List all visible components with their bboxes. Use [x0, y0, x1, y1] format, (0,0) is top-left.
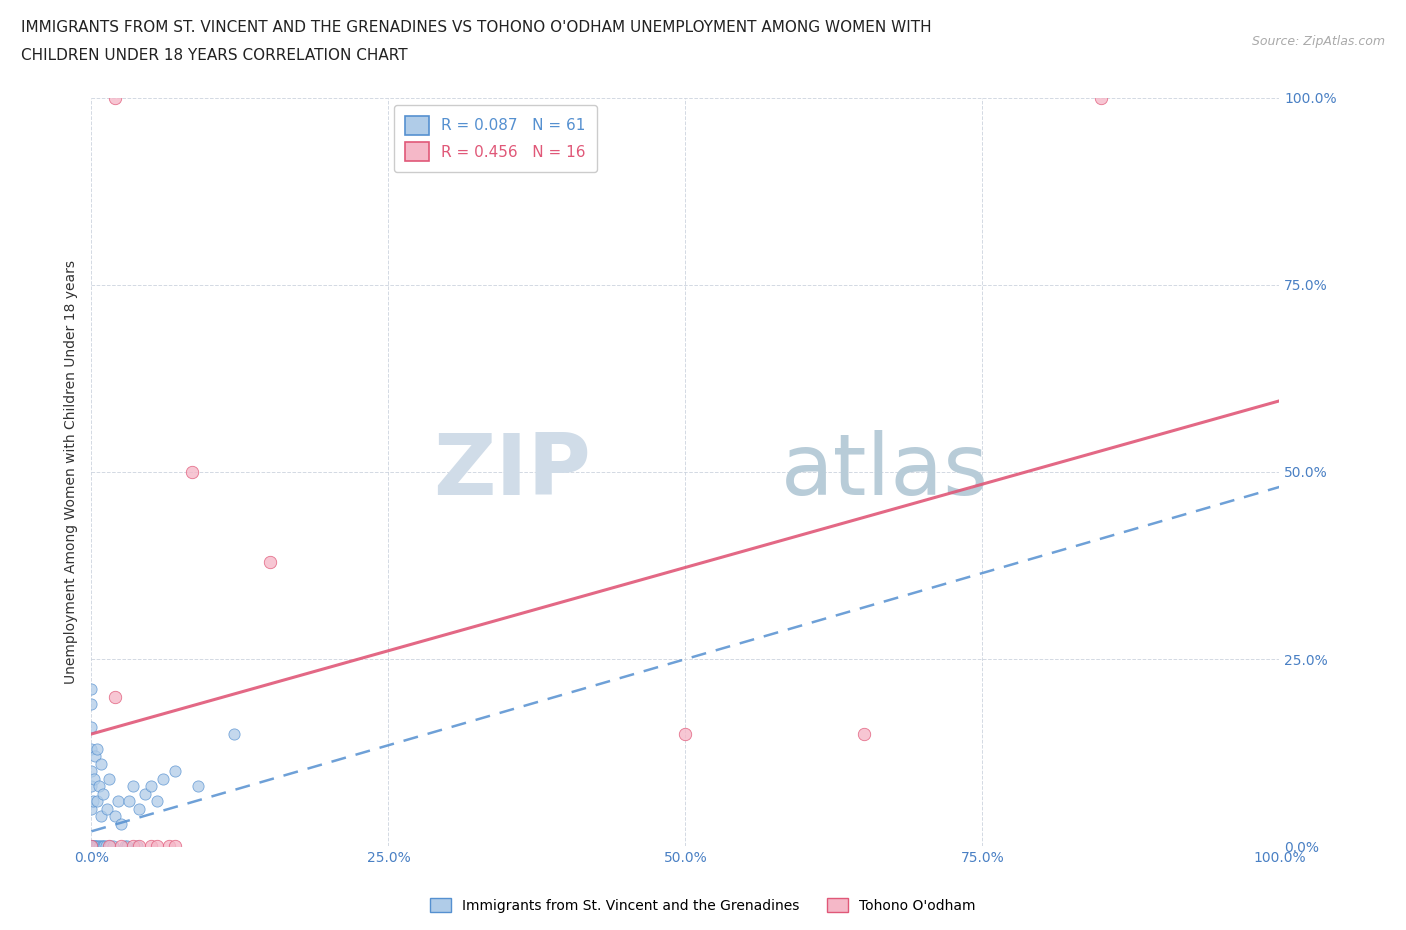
- Point: [118, 794, 141, 809]
- Point: [122, 779, 145, 794]
- Point: [98, 839, 121, 854]
- Point: [115, 839, 138, 854]
- Point: [222, 726, 245, 741]
- Point: [80, 839, 103, 854]
- Point: [163, 839, 186, 854]
- Point: [80, 764, 103, 779]
- Point: [80, 839, 103, 854]
- Point: [134, 787, 156, 802]
- Point: [187, 779, 209, 794]
- Point: [181, 465, 204, 480]
- Point: [86, 794, 108, 809]
- Point: [80, 839, 103, 854]
- Point: [80, 839, 103, 854]
- Point: [101, 839, 124, 854]
- Point: [125, 839, 148, 854]
- Point: [96, 802, 118, 817]
- Point: [157, 839, 180, 854]
- Y-axis label: Unemployment Among Women with Children Under 18 years: Unemployment Among Women with Children U…: [65, 260, 79, 684]
- Point: [91, 787, 114, 802]
- Point: [90, 809, 112, 824]
- Point: [94, 839, 117, 854]
- Point: [91, 839, 114, 854]
- Point: [104, 90, 127, 105]
- Point: [145, 839, 167, 854]
- Point: [80, 697, 103, 711]
- Legend: Immigrants from St. Vincent and the Grenadines, Tohono O'odham: Immigrants from St. Vincent and the Gren…: [425, 893, 981, 919]
- Point: [80, 839, 103, 854]
- Point: [114, 839, 136, 854]
- Point: [93, 839, 115, 854]
- Point: [852, 726, 875, 741]
- Point: [83, 839, 105, 854]
- Point: [80, 682, 103, 697]
- Legend: R = 0.087   N = 61, R = 0.456   N = 16: R = 0.087 N = 61, R = 0.456 N = 16: [394, 105, 596, 172]
- Point: [98, 839, 121, 854]
- Point: [80, 839, 103, 854]
- Point: [80, 839, 103, 854]
- Point: [100, 839, 122, 854]
- Point: [80, 839, 103, 854]
- Text: ZIP: ZIP: [433, 431, 591, 513]
- Point: [98, 772, 121, 787]
- Point: [87, 779, 110, 794]
- Point: [1090, 90, 1112, 105]
- Point: [673, 726, 696, 741]
- Point: [80, 839, 103, 854]
- Point: [107, 794, 129, 809]
- Text: Source: ZipAtlas.com: Source: ZipAtlas.com: [1251, 35, 1385, 48]
- Point: [80, 839, 103, 854]
- Point: [84, 839, 107, 854]
- Point: [90, 756, 112, 771]
- Point: [84, 749, 107, 764]
- Point: [86, 741, 108, 756]
- Text: atlas: atlas: [780, 431, 988, 513]
- Point: [128, 802, 150, 817]
- Point: [104, 689, 127, 704]
- Point: [110, 839, 132, 854]
- Point: [80, 779, 103, 794]
- Point: [82, 794, 104, 809]
- Point: [82, 839, 104, 854]
- Point: [104, 809, 127, 824]
- Point: [139, 839, 162, 854]
- Point: [89, 839, 111, 854]
- Point: [152, 772, 174, 787]
- Point: [80, 839, 103, 854]
- Point: [84, 839, 107, 854]
- Point: [80, 741, 103, 756]
- Point: [139, 779, 162, 794]
- Point: [80, 839, 103, 854]
- Point: [87, 839, 110, 854]
- Text: CHILDREN UNDER 18 YEARS CORRELATION CHART: CHILDREN UNDER 18 YEARS CORRELATION CHAR…: [21, 48, 408, 63]
- Point: [80, 802, 103, 817]
- Point: [163, 764, 186, 779]
- Point: [80, 839, 103, 854]
- Text: IMMIGRANTS FROM ST. VINCENT AND THE GRENADINES VS TOHONO O'ODHAM UNEMPLOYMENT AM: IMMIGRANTS FROM ST. VINCENT AND THE GREN…: [21, 20, 932, 35]
- Point: [110, 817, 132, 831]
- Point: [128, 839, 150, 854]
- Point: [80, 719, 103, 734]
- Point: [145, 794, 167, 809]
- Point: [86, 839, 108, 854]
- Point: [122, 839, 145, 854]
- Point: [259, 554, 281, 569]
- Point: [91, 839, 114, 854]
- Point: [83, 772, 105, 787]
- Point: [80, 839, 103, 854]
